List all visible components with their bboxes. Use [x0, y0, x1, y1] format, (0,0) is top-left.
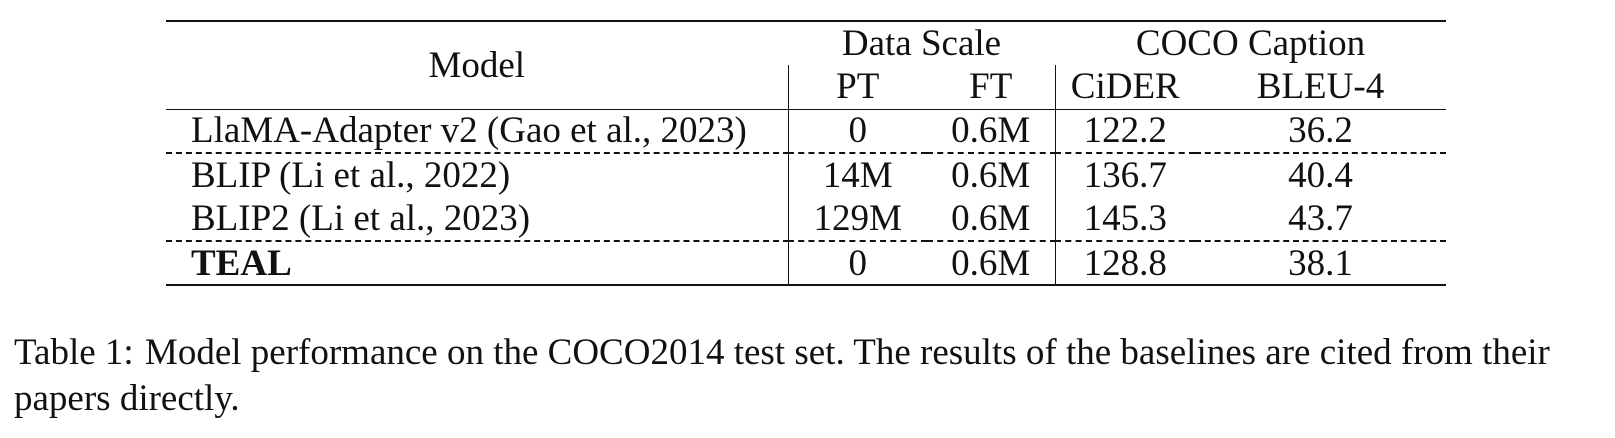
- pt-cell: 14M: [787, 153, 927, 197]
- cider-cell: 136.7: [1054, 153, 1195, 197]
- pt-cell: 0: [787, 109, 927, 153]
- caption-label: Table 1:: [14, 332, 134, 373]
- table-header-row-1: Model Data Scale COCO Caption: [166, 21, 1446, 110]
- bleu4-cell: 38.1: [1288, 242, 1353, 284]
- cider-cell: 122.2: [1054, 109, 1195, 153]
- caption-text: Model performance on the COCO2014 test s…: [14, 332, 1550, 419]
- ft-cell: 0.6M: [951, 155, 1031, 196]
- bleu4-column-header: BLEU-4: [1195, 65, 1446, 110]
- pt-cell: 0: [787, 241, 927, 285]
- bleu4-cell: 43.7: [1288, 198, 1353, 239]
- model-cell: LlaMA-Adapter v2 (Gao et al., 2023): [191, 110, 747, 152]
- ft-column-header: FT: [927, 65, 1055, 110]
- ft-cell: 0.6M: [951, 110, 1031, 152]
- bleu4-cell: 36.2: [1288, 110, 1353, 152]
- table-row: BLIP2 (Li et al., 2023) 129M 0.6M 145.3 …: [166, 197, 1446, 241]
- pt-cell: 129M: [787, 197, 927, 241]
- results-table: Model Data Scale COCO Caption PT FT CiDE…: [166, 20, 1446, 286]
- ft-cell: 0.6M: [951, 198, 1031, 239]
- results-table-container: Model Data Scale COCO Caption PT FT CiDE…: [166, 20, 1446, 286]
- cider-column-header: CiDER: [1054, 65, 1195, 110]
- model-cell: TEAL: [191, 242, 292, 284]
- ft-cell: 0.6M: [951, 242, 1031, 284]
- table-row: TEAL 0 0.6M 128.8 38.1: [166, 241, 1446, 285]
- pt-column-header: PT: [787, 65, 927, 110]
- bleu4-cell: 40.4: [1288, 155, 1353, 196]
- table-row: BLIP (Li et al., 2022) 14M 0.6M 136.7 40…: [166, 153, 1446, 197]
- table-row: LlaMA-Adapter v2 (Gao et al., 2023) 0 0.…: [166, 109, 1446, 153]
- cider-cell: 145.3: [1054, 197, 1195, 241]
- table-caption: Table 1: Model performance on the COCO20…: [14, 330, 1604, 422]
- model-cell: BLIP2 (Li et al., 2023): [191, 198, 531, 239]
- model-column-header: Model: [166, 21, 788, 110]
- model-cell: BLIP (Li et al., 2022): [191, 155, 511, 196]
- cider-cell: 128.8: [1054, 241, 1195, 285]
- coco-caption-group-header: COCO Caption: [1135, 23, 1366, 64]
- data-scale-group-header: Data Scale: [841, 23, 1002, 64]
- table-header-row-2: PT FT CiDER BLEU-4: [166, 65, 1446, 110]
